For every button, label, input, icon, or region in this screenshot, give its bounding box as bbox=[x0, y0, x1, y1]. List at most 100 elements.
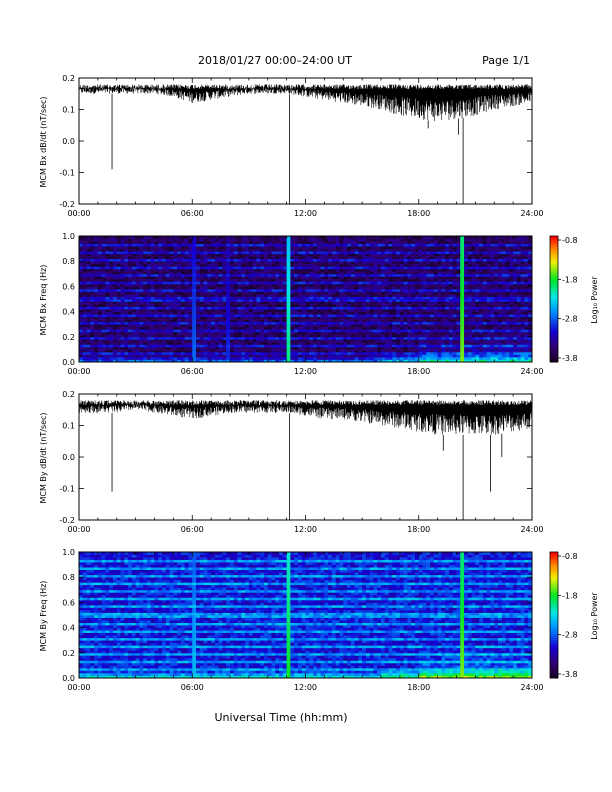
spectrogram-cell bbox=[86, 243, 91, 247]
spectrogram-cell bbox=[343, 346, 348, 350]
spectrogram-cell bbox=[343, 329, 348, 333]
spectrogram-cell bbox=[388, 291, 393, 295]
spectrogram-cell bbox=[377, 253, 382, 257]
spectrogram-cell bbox=[101, 314, 106, 318]
spectrogram-cell bbox=[101, 266, 106, 270]
spectrogram-cell bbox=[343, 351, 348, 355]
spectrogram-cell bbox=[320, 261, 325, 265]
spectrogram-cell bbox=[396, 304, 401, 307]
spectrogram-cell bbox=[328, 359, 333, 363]
spectrogram-cell bbox=[154, 316, 159, 320]
spectrogram-cell bbox=[241, 256, 246, 260]
spectrogram-cell bbox=[248, 258, 254, 262]
y-tick-label: -0.2 bbox=[59, 200, 75, 209]
spectrogram-cell bbox=[226, 251, 231, 255]
spectrogram-cell bbox=[131, 339, 137, 343]
spectrogram-cell bbox=[369, 241, 374, 244]
spectrogram-cell bbox=[143, 314, 148, 318]
spectrogram-cell bbox=[199, 291, 204, 295]
spectrogram-cell bbox=[256, 341, 261, 345]
spectrogram-cell bbox=[279, 299, 284, 302]
spectrogram-cell bbox=[143, 288, 148, 292]
spectrogram-cell bbox=[241, 243, 246, 247]
spectrogram-cell bbox=[305, 354, 310, 358]
spectrogram-cell bbox=[218, 336, 223, 340]
spectrogram-cell bbox=[124, 291, 129, 295]
spectrogram-cell bbox=[388, 296, 393, 300]
spectrogram-cell bbox=[271, 359, 276, 363]
spectrogram-cell bbox=[362, 281, 367, 285]
spectrogram-cell bbox=[263, 316, 269, 320]
spectrogram-cell bbox=[426, 281, 431, 285]
spectrogram-cell bbox=[407, 339, 412, 343]
spectrogram-cell bbox=[158, 288, 163, 292]
spectrogram-cell bbox=[248, 293, 254, 297]
spectrogram-cell bbox=[143, 331, 148, 335]
spectrogram-cell bbox=[339, 314, 344, 318]
spectrogram-cell bbox=[426, 236, 431, 239]
spectrogram-cell bbox=[241, 334, 246, 338]
spectrogram-cell bbox=[441, 283, 446, 287]
spectrogram-cell bbox=[230, 261, 235, 265]
spectrogram-cell bbox=[411, 301, 416, 305]
spectrogram-cell bbox=[86, 251, 91, 255]
spectrogram-cell bbox=[373, 253, 378, 257]
spectrogram-cell bbox=[313, 321, 318, 325]
spectrogram-cell bbox=[373, 356, 378, 360]
spectrogram-cell bbox=[154, 288, 159, 292]
spectrogram-cell bbox=[158, 339, 163, 343]
spectrogram-cell bbox=[331, 243, 337, 247]
spectrogram-cell bbox=[294, 248, 299, 252]
spectrogram-cell bbox=[392, 286, 397, 290]
spectrogram-cell bbox=[79, 291, 84, 295]
spectrogram-cell bbox=[169, 273, 174, 277]
spectrogram-cell bbox=[214, 293, 220, 297]
spectrogram-cell bbox=[154, 258, 159, 262]
spectrogram-cell bbox=[169, 296, 174, 300]
spectrogram-cell bbox=[369, 238, 374, 242]
spectrogram-cell bbox=[377, 276, 382, 280]
spectrogram-cell bbox=[146, 288, 152, 292]
spectrogram-cell bbox=[286, 268, 291, 272]
spectrogram-cell bbox=[430, 321, 435, 325]
spectrogram-cell bbox=[320, 304, 325, 307]
spectrogram-cell bbox=[437, 309, 442, 312]
spectrogram-cell bbox=[260, 291, 265, 295]
spectrogram-cell bbox=[226, 266, 231, 270]
spectrogram-cell bbox=[150, 263, 155, 267]
spectrogram-cell bbox=[275, 319, 280, 323]
spectrogram-cell bbox=[90, 253, 95, 257]
spectrogram-cell bbox=[169, 278, 174, 282]
spectrogram-cell bbox=[188, 276, 193, 280]
spectrogram-cell bbox=[392, 339, 397, 343]
spectrogram-cell bbox=[328, 286, 333, 290]
spectrogram-cell bbox=[203, 331, 208, 335]
spectrogram-cell bbox=[358, 248, 363, 252]
spectrogram-cell bbox=[82, 304, 87, 307]
spectrogram-cell bbox=[79, 299, 84, 302]
spectrogram-cell bbox=[245, 341, 250, 345]
spectrogram-cell bbox=[150, 349, 155, 353]
spectrogram-cell bbox=[180, 324, 186, 328]
spectrogram-cell bbox=[426, 266, 431, 270]
spectrogram-cell bbox=[120, 309, 125, 312]
spectrogram-cell bbox=[301, 306, 306, 310]
spectrogram-cell bbox=[203, 299, 208, 302]
spectrogram-cell bbox=[347, 261, 352, 265]
spectrogram-cell bbox=[381, 236, 386, 239]
spectrogram-cell bbox=[135, 271, 140, 275]
spectrogram-cell bbox=[82, 271, 87, 275]
spectrogram-cell bbox=[301, 354, 306, 358]
spectrogram-cell bbox=[184, 321, 189, 325]
spectrogram-cell bbox=[297, 251, 303, 255]
spectrogram-cell bbox=[131, 251, 137, 255]
spectrogram-cell bbox=[226, 276, 231, 280]
spectrogram-cell bbox=[294, 278, 299, 282]
spectrogram-cell bbox=[381, 314, 386, 318]
spectrogram-cell bbox=[373, 339, 378, 343]
spectrogram-cell bbox=[286, 344, 291, 348]
spectrogram-cell bbox=[146, 251, 152, 255]
spectrogram-cell bbox=[309, 331, 314, 335]
spectrogram-cell bbox=[184, 238, 189, 242]
spectrogram-cell bbox=[94, 293, 99, 297]
